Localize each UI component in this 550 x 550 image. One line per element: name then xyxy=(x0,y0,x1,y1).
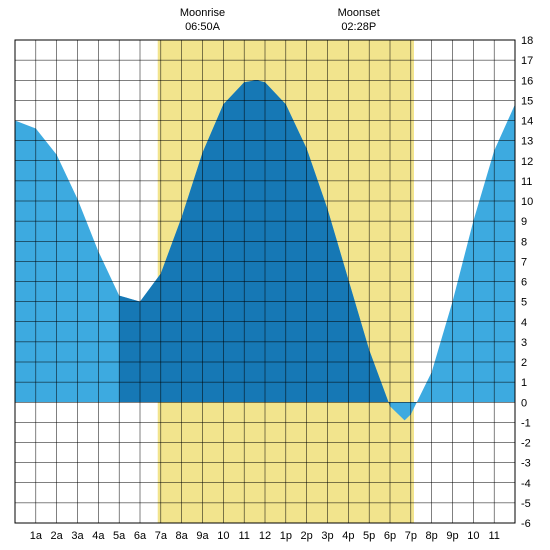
y-tick-label: 7 xyxy=(521,256,527,268)
moonrise-label: Moonrise xyxy=(180,7,225,19)
y-tick-label: 16 xyxy=(521,75,533,87)
y-tick-label: 0 xyxy=(521,397,527,409)
x-tick-label: 6p xyxy=(384,530,396,542)
y-tick-label: 6 xyxy=(521,277,527,289)
y-tick-label: 1 xyxy=(521,377,527,389)
moonset-label: Moonset xyxy=(338,7,380,19)
y-tick-label: 10 xyxy=(521,196,533,208)
x-tick-label: 2p xyxy=(301,530,313,542)
x-tick-label: 7a xyxy=(155,530,168,542)
y-tick-label: 15 xyxy=(521,95,533,107)
grid xyxy=(15,40,515,523)
x-tick-label: 9a xyxy=(196,530,209,542)
x-tick-label: 11 xyxy=(488,530,499,542)
y-tick-label: -5 xyxy=(521,498,531,510)
x-tick-label: 10 xyxy=(217,530,229,542)
x-tick-label: 4a xyxy=(92,530,105,542)
y-tick-label: 4 xyxy=(521,317,527,329)
y-tick-label: 9 xyxy=(521,216,527,228)
x-tick-label: 5a xyxy=(113,530,126,542)
y-tick-label: 12 xyxy=(521,156,533,168)
y-tick-label: -2 xyxy=(521,438,531,450)
x-tick-label: 6a xyxy=(134,530,147,542)
chart-svg: Moonrise 06:50A Moonset 02:28P 1a 2a 3a 4a 5a 6a 7… xyxy=(0,0,550,550)
x-tick-label: 11 xyxy=(238,530,249,542)
x-tick-label: 4p xyxy=(342,530,354,542)
y-tick-label: 2 xyxy=(521,357,527,369)
y-tick-label: -1 xyxy=(521,417,531,429)
moonrise-time: 06:50A xyxy=(185,21,221,33)
x-tick-label: 3p xyxy=(321,530,333,542)
x-tick-label: 3a xyxy=(71,530,84,542)
y-tick-label: 18 xyxy=(521,35,533,47)
y-tick-label: 3 xyxy=(521,337,527,349)
x-tick-label: 2a xyxy=(51,530,64,542)
y-tick-label: -3 xyxy=(521,458,531,470)
x-tick-label: 8a xyxy=(176,530,189,542)
x-tick-label: 5p xyxy=(363,530,375,542)
y-tick-label: -4 xyxy=(521,478,531,490)
y-tick-label: -6 xyxy=(521,518,531,530)
x-tick-label: 9p xyxy=(446,530,458,542)
x-tick-label: 1a xyxy=(30,530,43,542)
y-tick-label: 17 xyxy=(521,55,533,67)
x-tick-label: 8p xyxy=(426,530,438,542)
x-tick-label: 10 xyxy=(467,530,479,542)
y-tick-label: 11 xyxy=(521,176,532,188)
x-tick-label: 12 xyxy=(259,530,271,542)
y-tick-label: 13 xyxy=(521,136,533,148)
y-tick-label: 14 xyxy=(521,116,533,128)
y-tick-label: 5 xyxy=(521,297,527,309)
tide-chart: Moonrise 06:50A Moonset 02:28P 1a 2a 3a 4a 5a 6a 7… xyxy=(0,0,550,550)
x-tick-label: 1p xyxy=(280,530,292,542)
x-tick-label: 7p xyxy=(405,530,417,542)
moonset-time: 02:28P xyxy=(341,21,376,33)
y-tick-label: 8 xyxy=(521,236,527,248)
